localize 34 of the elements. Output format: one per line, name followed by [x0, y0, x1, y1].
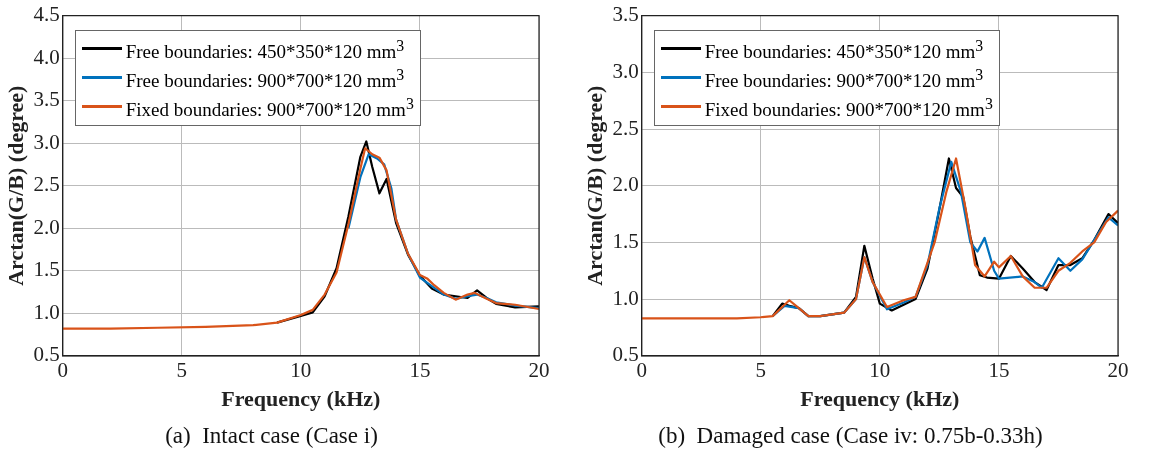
y-tick-label: 3.5 — [33, 87, 60, 112]
y-tick-label: 4.0 — [33, 44, 60, 69]
x-tick-label: 10 — [869, 357, 891, 382]
legend-label: Free boundaries: 450*350*120 mm$^{3}$ — [125, 35, 405, 63]
y-tick-label: 4.5 — [33, 2, 60, 27]
y-tick-label: 3.0 — [33, 129, 60, 154]
legend-label: Free boundaries: 900*700*120 mm$^{3}$ — [704, 64, 984, 93]
y-tick-label: 2.0 — [612, 172, 639, 197]
x-tick-label: 20 — [528, 357, 550, 382]
text: (b) Damaged case (Case iv: 0.75b-0.33h) — [658, 423, 1043, 449]
legend-label: Fixed boundaries: 900*700*120 mm$^{3}$ — [125, 94, 414, 122]
x-axis-title: Frequency (kHz) — [800, 385, 960, 411]
y-tick-label: 3.5 — [612, 2, 639, 27]
y-tick-label: 3.0 — [612, 58, 639, 83]
legend-label: Fixed boundaries: 900*700*120 mm$^{3}$ — [704, 94, 993, 122]
y-tick-label: 2.5 — [612, 115, 639, 140]
x-tick-label: 10 — [290, 357, 312, 382]
x-tick-label: 5 — [755, 357, 766, 382]
y-tick-label: 1.5 — [612, 228, 639, 253]
x-tick-label: 20 — [1107, 357, 1129, 382]
text: (a) Intact case (Case i) — [165, 423, 378, 449]
y-axis-title: Arctan(G/B) (degree) — [581, 85, 607, 286]
x-tick-label: 15 — [409, 357, 431, 382]
legend-label: Free boundaries: 450*350*120 mm$^{3}$ — [704, 35, 984, 63]
y-tick-label: 1.5 — [33, 257, 60, 282]
y-tick-label: 2.0 — [33, 214, 60, 239]
y-axis-title: Arctan(G/B) (degree) — [2, 85, 28, 286]
x-axis-title: Frequency (kHz) — [221, 385, 381, 411]
y-tick-label: 1.0 — [33, 299, 60, 324]
x-tick-label: 15 — [988, 357, 1010, 382]
y-tick-label: 2.5 — [33, 172, 60, 197]
x-tick-label: 5 — [176, 357, 187, 382]
legend-label: Free boundaries: 900*700*120 mm$^{3}$ — [125, 64, 405, 93]
y-tick-label: 1.0 — [612, 285, 639, 310]
